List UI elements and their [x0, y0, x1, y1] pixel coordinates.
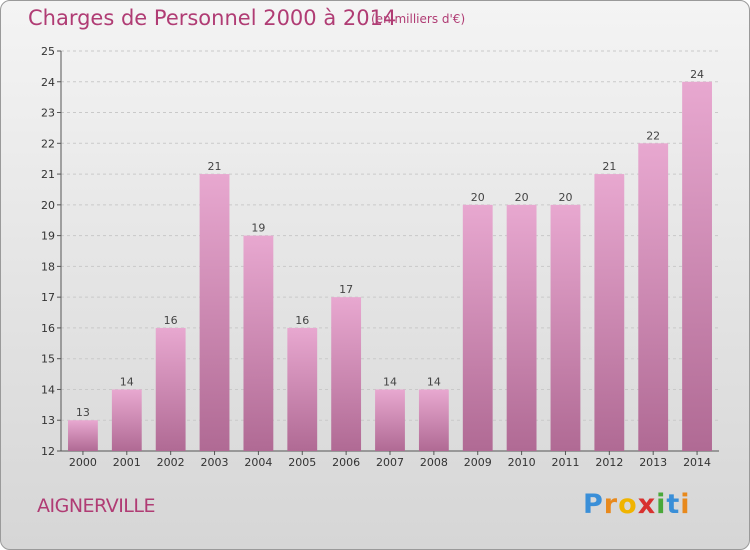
y-tick-label: 25	[41, 45, 55, 58]
logo-letter: o	[618, 489, 638, 520]
data-label: 16	[164, 314, 178, 327]
data-label: 24	[690, 68, 704, 81]
y-tick-label: 19	[41, 230, 55, 243]
commune-name: AIGNERVILLE	[37, 495, 155, 517]
proxiti-logo: Proxiti	[583, 489, 691, 520]
y-tick-label: 14	[41, 383, 55, 396]
x-tick-label: 2008	[420, 456, 448, 469]
y-tick-label: 22	[41, 137, 55, 150]
y-tick-label: 21	[41, 168, 55, 181]
y-tick-label: 20	[41, 199, 55, 212]
bar	[111, 389, 142, 451]
data-label: 14	[383, 375, 397, 388]
data-label: 16	[295, 314, 309, 327]
data-label: 13	[76, 406, 90, 419]
y-tick-label: 13	[41, 414, 55, 427]
y-tick-label: 18	[41, 260, 55, 273]
data-label: 21	[208, 160, 222, 173]
x-tick-label: 2009	[464, 456, 492, 469]
bar	[462, 204, 493, 451]
x-tick-label: 2001	[113, 456, 141, 469]
bar	[68, 420, 98, 451]
y-tick-label: 16	[41, 322, 55, 335]
data-label: 22	[646, 129, 660, 142]
x-tick-label: 2014	[683, 456, 711, 469]
x-tick-label: 2006	[332, 456, 360, 469]
data-label: 20	[515, 191, 529, 204]
bar	[375, 389, 405, 451]
logo-letter: i	[680, 489, 691, 520]
y-tick-label: 15	[41, 353, 55, 366]
data-label: 14	[427, 375, 441, 388]
logo-letter: x	[637, 489, 657, 520]
x-tick-label: 2007	[376, 456, 404, 469]
x-tick-label: 2000	[69, 456, 97, 469]
x-tick-label: 2002	[157, 456, 185, 469]
y-tick-label: 12	[41, 445, 55, 458]
data-label: 20	[558, 191, 572, 204]
bar	[594, 174, 625, 452]
bar	[418, 389, 449, 451]
y-tick-label: 17	[41, 291, 55, 304]
x-tick-label: 2003	[201, 456, 229, 469]
data-label: 17	[339, 283, 353, 296]
data-label: 19	[251, 222, 265, 235]
bar	[199, 174, 230, 452]
x-tick-label: 2011	[551, 456, 579, 469]
bar	[155, 327, 186, 451]
y-tick-label: 24	[41, 76, 55, 89]
data-label: 14	[120, 375, 134, 388]
x-tick-label: 2010	[508, 456, 536, 469]
y-tick-label: 23	[41, 107, 55, 120]
bar	[550, 204, 581, 451]
logo-letter: t	[666, 489, 681, 520]
data-label: 21	[602, 160, 616, 173]
bar	[506, 204, 537, 451]
logo-letter: i	[656, 489, 667, 520]
chart-subtitle: (en milliers d'€)	[371, 12, 466, 26]
bar	[287, 327, 318, 451]
bar	[638, 143, 669, 452]
x-tick-label: 2004	[244, 456, 272, 469]
logo-letter: P	[583, 489, 604, 520]
x-tick-label: 2012	[595, 456, 623, 469]
logo-letter: r	[603, 489, 619, 520]
data-label: 20	[471, 191, 485, 204]
chart-title: Charges de Personnel 2000 à 2014	[28, 6, 397, 30]
bar	[243, 235, 274, 451]
bar	[331, 297, 362, 451]
bar	[682, 81, 712, 452]
x-tick-label: 2005	[288, 456, 316, 469]
x-tick-label: 2013	[639, 456, 667, 469]
